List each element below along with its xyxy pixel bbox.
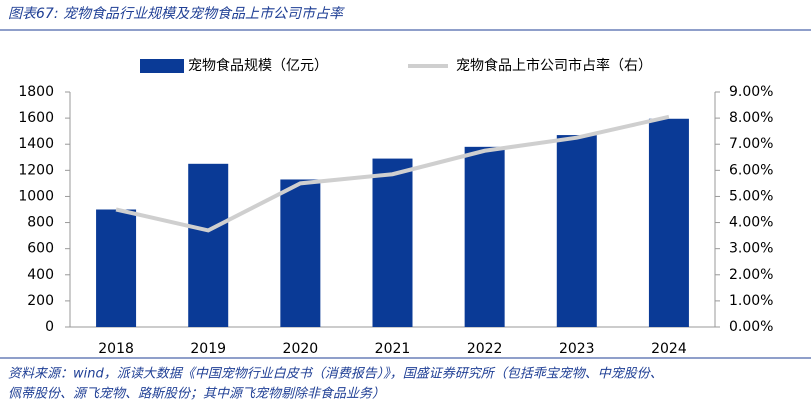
y2-tick-label: 0.00% xyxy=(729,319,773,335)
bar xyxy=(280,179,321,327)
chart-title: 图表67: 宠物食品行业规模及宠物食品上市公司市占率 xyxy=(8,6,345,22)
y-tick-label: 800 xyxy=(27,215,54,231)
bar xyxy=(556,135,597,327)
bar xyxy=(464,146,505,327)
y2-tick-label: 2.00% xyxy=(729,267,773,283)
x-tick-label: 2023 xyxy=(559,341,595,357)
x-tick-label: 2020 xyxy=(283,341,319,357)
y-tick-label: 600 xyxy=(27,241,54,257)
y-tick-label: 200 xyxy=(27,293,54,309)
line xyxy=(115,114,670,233)
bar xyxy=(188,163,229,327)
x-tick-label: 2021 xyxy=(375,341,411,357)
x-tick-label: 2022 xyxy=(467,341,503,357)
y2-tick-label: 5.00% xyxy=(729,188,773,204)
y2-tick-label: 3.00% xyxy=(729,241,773,257)
x-tick-label: 2024 xyxy=(651,341,687,357)
legend-swatch xyxy=(140,59,184,73)
y-tick-label: 1000 xyxy=(18,188,54,204)
source-line: 资料来源：wind，派读大数据《中国宠物行业白皮书（消费报告）》，国盛证券研究所… xyxy=(8,366,663,382)
y-tick-label: 0 xyxy=(45,319,54,335)
y2-tick-label: 6.00% xyxy=(729,162,773,178)
y-tick-label: 1400 xyxy=(18,136,54,152)
x-tick-label: 2018 xyxy=(98,341,134,357)
y-tick-label: 400 xyxy=(27,267,54,283)
y2-tick-label: 8.00% xyxy=(729,110,773,126)
y2-tick-label: 9.00% xyxy=(729,84,773,100)
y2-tick-label: 1.00% xyxy=(729,293,773,309)
y2-tick-label: 4.00% xyxy=(729,215,773,231)
source-line: 佩蒂股份、源飞宠物、路斯股份；其中源飞宠物剔除非食品业务） xyxy=(8,386,385,402)
y-tick-label: 1600 xyxy=(18,110,54,126)
bar xyxy=(372,158,413,327)
x-tick-label: 2019 xyxy=(190,341,226,357)
legend-label: 宠物食品上市公司市占率（右） xyxy=(456,57,652,74)
bar xyxy=(648,118,689,327)
y-tick-label: 1200 xyxy=(18,162,54,178)
y-tick-label: 1800 xyxy=(18,84,54,100)
bar xyxy=(96,209,137,327)
legend-label: 宠物食品规模（亿元） xyxy=(188,57,328,74)
y2-tick-label: 7.00% xyxy=(729,136,773,152)
